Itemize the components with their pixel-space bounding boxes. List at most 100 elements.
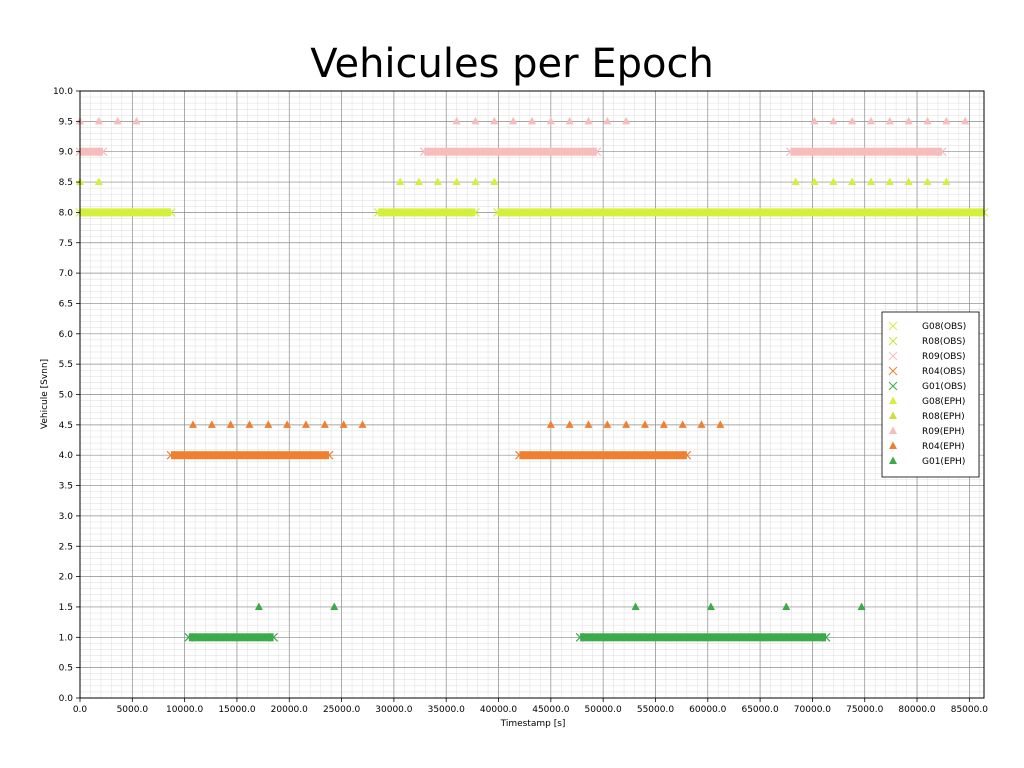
x-axis-label: Timestamp [s]: [500, 719, 566, 729]
triangle-marker: [885, 116, 894, 125]
x-marker: [682, 450, 692, 460]
obs-band: [497, 208, 984, 217]
x-marker: [575, 632, 585, 642]
triangle-marker: [490, 177, 499, 186]
triangle-marker: [320, 420, 329, 428]
legend-item: R09(EPH): [889, 426, 965, 437]
legend-item: R08(OBS): [888, 336, 966, 347]
x-marker: [373, 207, 383, 217]
legend-x-marker: [888, 321, 898, 331]
triangle-marker: [132, 116, 141, 125]
y-tick-label: 1.5: [59, 603, 73, 613]
series-r04-eph-: [189, 420, 725, 428]
y-tick-label: 8.0: [59, 208, 74, 218]
x-tick-label: 25000.0: [323, 705, 360, 715]
triangle-marker: [678, 420, 687, 428]
series-g01-obs-: [184, 632, 831, 642]
x-marker: [184, 632, 194, 642]
x-marker: [269, 632, 278, 642]
triangle-marker: [942, 177, 951, 186]
obs-band: [424, 147, 597, 156]
x-marker: [419, 147, 429, 157]
series-g08-obs-: [75, 207, 989, 217]
x-tick-label: 70000.0: [794, 705, 831, 715]
triangle-marker: [848, 116, 857, 125]
legend-label: R08(EPH): [922, 412, 965, 422]
triangle-marker: [207, 420, 216, 428]
x-marker: [471, 207, 480, 217]
y-tick-label: 5.5: [59, 360, 73, 370]
y-tick-label: 2.5: [59, 542, 73, 552]
legend-frame: [881, 311, 980, 478]
triangle-marker: [396, 177, 405, 186]
triangle-marker: [697, 420, 706, 428]
obs-band: [580, 633, 827, 642]
legend-item: R04(EPH): [889, 441, 965, 452]
obs-band: [378, 208, 476, 217]
triangle-marker: [659, 420, 668, 428]
triangle-marker: [961, 116, 970, 125]
y-tick-label: 2.0: [59, 573, 74, 583]
y-tick-label: 9.5: [59, 117, 73, 127]
y-tick-label: 5.0: [59, 391, 74, 401]
x-tick-label: 45000.0: [532, 705, 569, 715]
triangle-marker: [923, 177, 932, 186]
legend-item: G08(EPH): [889, 396, 965, 407]
legend-item: G01(OBS): [888, 381, 966, 392]
y-axis-ticks: 0.0 0.5 1.0 1.5 2.0 2.5 3.0 3.5 4.0 4.5 5.0 5.5 6.0 6…: [53, 87, 80, 704]
triangle-marker: [528, 116, 536, 125]
triangle-marker: [923, 116, 932, 125]
triangle-marker: [226, 420, 235, 428]
legend: G08(OBS) R08(OBS) R09(OBS) R04(OBS) G01(OBS)…: [881, 311, 980, 478]
x-tick-label: 55000.0: [637, 705, 674, 715]
legend-item: R09(OBS): [888, 351, 966, 362]
x-marker: [98, 147, 108, 157]
y-tick-label: 4.0: [59, 451, 74, 461]
y-tick-label: 6.5: [59, 299, 73, 309]
legend-triangle-marker: [889, 396, 897, 404]
triangle-marker: [452, 177, 461, 186]
x-marker: [821, 632, 831, 642]
triangle-marker: [254, 602, 263, 610]
triangle-marker: [565, 420, 574, 428]
series-g08-eph-: [76, 177, 951, 186]
triangle-marker: [509, 116, 518, 125]
legend-label: G01(EPH): [922, 457, 965, 467]
triangle-marker: [904, 177, 913, 186]
x-tick-label: 5000.0: [117, 705, 149, 715]
x-marker: [324, 450, 334, 460]
legend-label: R09(EPH): [922, 427, 965, 437]
triangle-marker: [565, 116, 574, 125]
x-marker: [493, 207, 502, 217]
triangle-marker: [622, 116, 631, 125]
major-grid: [79, 90, 984, 699]
y-tick-label: 3.5: [59, 482, 73, 492]
triangle-marker: [330, 602, 339, 610]
legend-x-marker: [888, 351, 898, 361]
triangle-marker: [433, 177, 442, 186]
y-tick-label: 0.5: [59, 664, 73, 674]
x-tick-label: 35000.0: [428, 705, 465, 715]
y-tick-label: 4.5: [59, 421, 73, 431]
triangle-marker: [546, 420, 555, 428]
triangle-marker: [857, 602, 866, 610]
triangle-marker: [113, 116, 122, 125]
chart-title: Vehicules per Epoch: [310, 41, 714, 87]
triangle-marker: [791, 177, 800, 186]
triangle-marker: [490, 116, 499, 125]
legend-item: G01(EPH): [889, 456, 965, 467]
triangle-marker: [782, 602, 791, 610]
triangle-marker: [339, 420, 348, 428]
x-tick-label: 30000.0: [375, 705, 412, 715]
triangle-marker: [867, 177, 875, 186]
triangle-marker: [904, 116, 913, 125]
legend-x-marker: [888, 366, 898, 376]
y-tick-label: 9.0: [59, 148, 74, 158]
x-tick-label: 75000.0: [846, 705, 883, 715]
legend-item: R04(OBS): [888, 366, 966, 377]
y-tick-label: 10.0: [53, 87, 73, 97]
x-tick-label: 0.0: [73, 705, 88, 715]
legend-label: R04(EPH): [922, 442, 965, 452]
triangle-marker: [622, 420, 631, 428]
